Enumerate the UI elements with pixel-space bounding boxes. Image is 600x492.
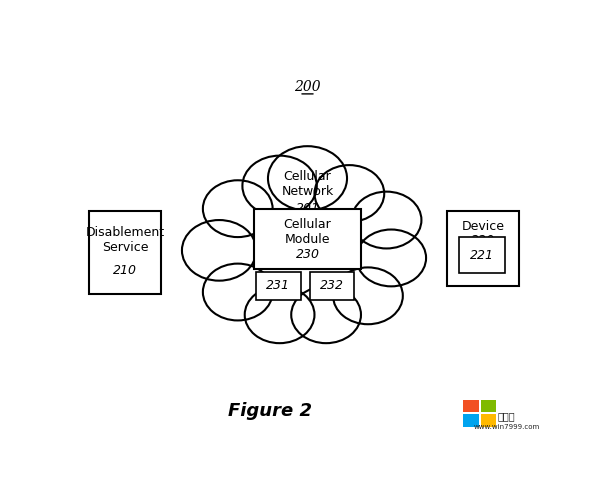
Text: 220: 220 [471, 234, 495, 246]
Text: Disablement
Service: Disablement Service [85, 226, 164, 254]
Text: 201: 201 [296, 202, 320, 215]
FancyBboxPatch shape [310, 273, 354, 300]
Text: 210: 210 [113, 264, 137, 277]
Circle shape [356, 229, 426, 286]
FancyBboxPatch shape [481, 414, 496, 427]
Circle shape [333, 267, 403, 324]
Circle shape [291, 286, 361, 343]
Circle shape [242, 155, 317, 216]
Text: 232: 232 [320, 279, 344, 292]
FancyBboxPatch shape [481, 400, 496, 412]
Text: 231: 231 [266, 279, 290, 292]
Text: 系统粉: 系统粉 [498, 411, 515, 421]
Circle shape [203, 264, 272, 320]
FancyBboxPatch shape [254, 209, 361, 269]
FancyBboxPatch shape [458, 237, 505, 273]
FancyBboxPatch shape [463, 414, 479, 427]
Circle shape [352, 191, 421, 248]
Circle shape [268, 146, 347, 211]
Text: 221: 221 [470, 248, 494, 262]
Circle shape [239, 186, 376, 299]
Text: www.win7999.com: www.win7999.com [473, 424, 539, 430]
Text: 230: 230 [296, 248, 320, 261]
FancyBboxPatch shape [89, 211, 161, 294]
Circle shape [314, 165, 384, 222]
Text: Device: Device [461, 220, 505, 233]
FancyBboxPatch shape [447, 211, 519, 286]
Circle shape [182, 220, 256, 280]
Text: Figure 2: Figure 2 [228, 402, 312, 420]
Text: Cellular
Network: Cellular Network [281, 170, 334, 198]
Circle shape [245, 286, 314, 343]
Text: 200: 200 [294, 81, 321, 94]
Text: Cellular
Module: Cellular Module [284, 218, 331, 246]
Circle shape [203, 180, 272, 237]
FancyBboxPatch shape [256, 273, 301, 300]
FancyBboxPatch shape [463, 400, 479, 412]
